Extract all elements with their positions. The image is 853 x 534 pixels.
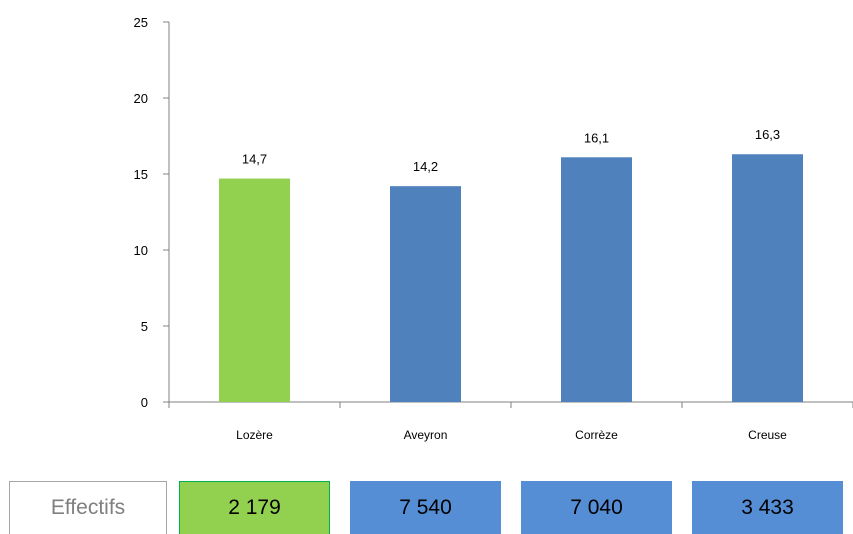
data-label: 16,3 (755, 127, 780, 142)
data-label: 14,2 (413, 159, 438, 174)
effectifs-value: 2 179 (179, 481, 330, 534)
category-label: Lozère (236, 428, 273, 442)
effectifs-value: 7 040 (521, 481, 672, 534)
bar (390, 186, 461, 402)
y-tick-label: 0 (141, 395, 148, 410)
bar-chart: 0 5 10 15 20 25 14,7 Lozère 14,2 Aveyron 16,1 Corrè… (134, 15, 853, 442)
effectifs-value: 7 540 (350, 481, 501, 534)
data-label: 14,7 (242, 152, 267, 167)
bar (219, 178, 290, 402)
category-label: Creuse (748, 428, 787, 442)
y-tick-label: 15 (134, 167, 148, 182)
bar (561, 157, 632, 402)
effectifs-value: 3 433 (692, 481, 843, 534)
y-tick-label: 25 (134, 15, 148, 30)
y-tick-label: 10 (134, 243, 148, 258)
y-tick-label: 5 (141, 319, 148, 334)
effectifs-label: Effectifs (9, 481, 167, 534)
y-tick-label: 20 (134, 91, 148, 106)
category-label: Aveyron (404, 428, 448, 442)
bar (732, 154, 803, 402)
data-label: 16,1 (584, 130, 609, 145)
category-label: Corrèze (575, 428, 618, 442)
